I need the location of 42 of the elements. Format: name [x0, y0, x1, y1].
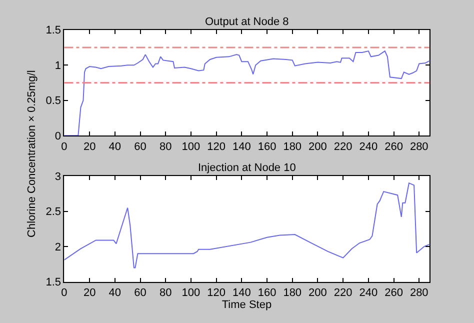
chart-title: Injection at Node 10 — [198, 162, 296, 174]
x-tick-label: 20 — [83, 140, 96, 153]
y-tick-label: 1 — [54, 60, 62, 72]
y-tick-label: 2 — [54, 241, 62, 254]
x-tick-label: 220 — [334, 286, 352, 299]
chart-title: Output at Node 8 — [205, 16, 289, 28]
x-tick-label: 140 — [232, 140, 251, 153]
x-axis-title: Time Step — [222, 298, 272, 311]
x-tick-label: 80 — [160, 140, 172, 153]
x-tick-label: 220 — [334, 140, 352, 153]
x-tick-label: 20 — [83, 286, 96, 299]
x-tick-label: 280 — [410, 140, 428, 153]
x-tick-label: 120 — [207, 140, 226, 153]
y-tick-label: 0 — [54, 130, 62, 142]
x-tick-label: 180 — [283, 140, 302, 153]
x-tick-label: 160 — [258, 286, 276, 299]
x-tick-label: 280 — [410, 286, 428, 299]
y-tick-label: 1.5 — [46, 276, 62, 289]
x-tick-label: 40 — [108, 140, 122, 153]
y-axis-title: Chlorine Concentration × 0.25mg/l — [26, 70, 38, 238]
x-tick-label: 140 — [232, 286, 251, 299]
x-tick-label: 240 — [359, 286, 378, 299]
x-tick-label: 60 — [134, 140, 146, 153]
y-tick-label: 3 — [54, 170, 62, 183]
x-tick-label: 120 — [207, 286, 226, 299]
y-tick-label: 1.5 — [46, 24, 62, 37]
x-tick-label: 60 — [134, 286, 146, 299]
x-tick-label: 100 — [182, 286, 200, 299]
x-tick-label: 40 — [108, 286, 122, 299]
line-series — [64, 182, 430, 268]
y-tick-label: 2.5 — [46, 206, 62, 218]
x-tick-label: 260 — [384, 140, 403, 153]
y-tick-label: 0.5 — [46, 95, 62, 108]
x-tick-label: 180 — [283, 286, 302, 299]
line-series — [64, 50, 430, 136]
x-tick-label: 200 — [308, 286, 327, 299]
x-tick-label: 160 — [258, 140, 276, 153]
x-tick-label: 200 — [308, 140, 327, 153]
x-tick-label: 240 — [359, 140, 378, 153]
x-tick-label: 100 — [182, 140, 200, 153]
x-tick-label: 260 — [384, 286, 403, 299]
x-tick-label: 80 — [160, 286, 172, 299]
